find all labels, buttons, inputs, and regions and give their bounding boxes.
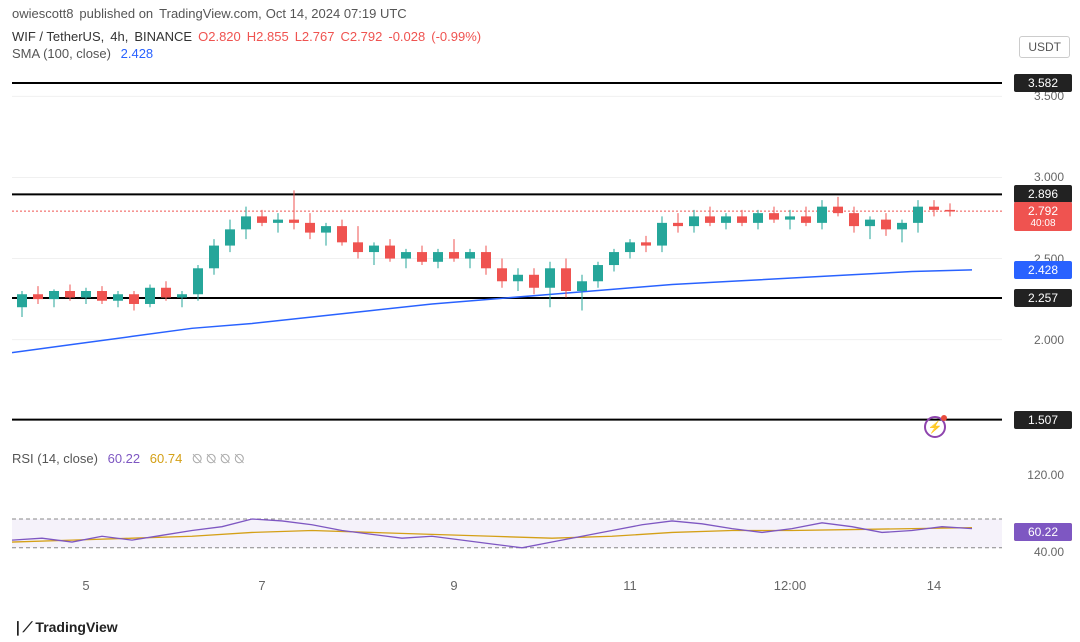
time-tick: 9: [450, 578, 457, 593]
sma-value: 2.428: [121, 46, 154, 61]
sma-label: SMA (100, close): [12, 46, 111, 61]
site-name: TradingView.com: [159, 6, 258, 21]
rsi-null-dots: ⦰ ⦰ ⦰ ⦰: [192, 451, 245, 466]
time-axis: 5 7 9 11 12:00 14: [12, 574, 1002, 598]
ohlc-close: C2.792: [340, 29, 382, 44]
price-tick: 3.000: [1004, 170, 1064, 184]
price-marker: 3.582: [1014, 74, 1072, 92]
sma-row: SMA (100, close) 2.428: [0, 46, 1080, 63]
quote-currency-badge[interactable]: USDT: [1019, 36, 1070, 58]
rsi-info-row: RSI (14, close) 60.22 60.74 ⦰ ⦰ ⦰ ⦰: [12, 447, 1002, 471]
time-tick: 5: [82, 578, 89, 593]
change-pct: (-0.99%): [431, 29, 481, 44]
symbol-pair: WIF / TetherUS,: [12, 29, 104, 44]
time-tick: 12:00: [774, 578, 807, 593]
rsi-tick: 120.00: [1004, 468, 1064, 482]
author: owiescott8: [12, 6, 73, 21]
time-tick: 11: [623, 578, 637, 593]
header-sep: published on: [79, 6, 153, 21]
header-comma: ,: [258, 6, 262, 21]
rsi-ma-value: 60.74: [150, 451, 183, 466]
rsi-value: 60.22: [108, 451, 141, 466]
rsi-panel[interactable]: RSI (14, close) 60.22 60.74 ⦰ ⦰ ⦰ ⦰: [12, 447, 1002, 571]
publish-timestamp: Oct 14, 2024 07:19 UTC: [266, 6, 407, 21]
snapshot-icon[interactable]: ⚡: [924, 416, 946, 438]
timeframe: 4h,: [110, 29, 128, 44]
exchange: BINANCE: [134, 29, 192, 44]
rsi-label: RSI (14, close): [12, 451, 98, 466]
rsi-axis: 120.0040.0060.7460.22: [1004, 447, 1072, 571]
price-chart[interactable]: ⚡: [12, 72, 1002, 437]
symbol-info-row: WIF / TetherUS, 4h, BINANCE O2.820 H2.85…: [0, 27, 1080, 46]
branding-text: TradingView: [35, 619, 117, 635]
ohlc-low: L2.767: [295, 29, 335, 44]
price-axis: 3.5003.0002.5002.0003.5822.8962.2571.507…: [1004, 72, 1072, 437]
price-marker: 2.79240:08: [1014, 202, 1072, 231]
ohlc-high: H2.855: [247, 29, 289, 44]
rsi-marker: 60.22: [1014, 523, 1072, 541]
price-marker: 2.428: [1014, 261, 1072, 279]
price-marker: 2.896: [1014, 185, 1072, 203]
publish-header: owiescott8 published on TradingView.com …: [0, 0, 1080, 27]
ohlc-open: O2.820: [198, 29, 241, 44]
change-abs: -0.028: [388, 29, 425, 44]
time-tick: 14: [927, 578, 941, 593]
rsi-tick: 40.00: [1004, 545, 1064, 559]
time-tick: 7: [258, 578, 265, 593]
price-marker: 2.257: [1014, 289, 1072, 307]
branding: ❘⟋ TradingView: [12, 619, 118, 636]
price-tick: 2.000: [1004, 333, 1064, 347]
price-marker: 1.507: [1014, 411, 1072, 429]
